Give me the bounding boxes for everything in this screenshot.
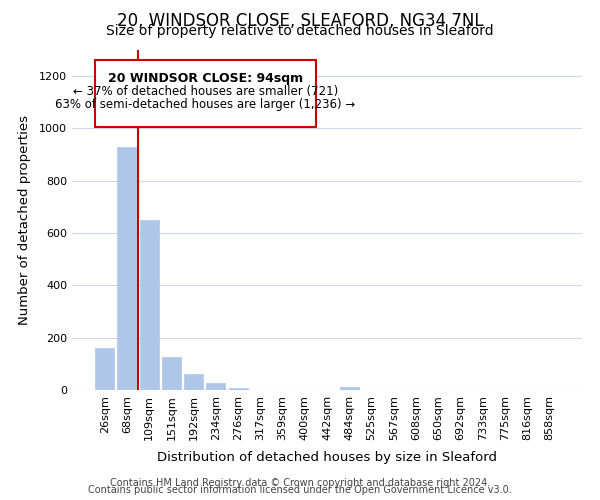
Text: 20, WINDSOR CLOSE, SLEAFORD, NG34 7NL: 20, WINDSOR CLOSE, SLEAFORD, NG34 7NL: [116, 12, 484, 30]
Text: Size of property relative to detached houses in Sleaford: Size of property relative to detached ho…: [106, 24, 494, 38]
FancyBboxPatch shape: [95, 60, 316, 127]
Text: ← 37% of detached houses are smaller (721): ← 37% of detached houses are smaller (72…: [73, 86, 338, 98]
Text: 63% of semi-detached houses are larger (1,236) →: 63% of semi-detached houses are larger (…: [55, 98, 355, 112]
Bar: [118, 147, 136, 390]
Bar: [184, 374, 203, 390]
Bar: [340, 388, 359, 390]
Bar: [140, 220, 158, 390]
Text: 20 WINDSOR CLOSE: 94sqm: 20 WINDSOR CLOSE: 94sqm: [107, 72, 303, 85]
Text: Contains HM Land Registry data © Crown copyright and database right 2024.: Contains HM Land Registry data © Crown c…: [110, 478, 490, 488]
Bar: [95, 348, 114, 390]
Text: Contains public sector information licensed under the Open Government Licence v3: Contains public sector information licen…: [88, 485, 512, 495]
X-axis label: Distribution of detached houses by size in Sleaford: Distribution of detached houses by size …: [157, 451, 497, 464]
Bar: [229, 388, 248, 390]
Bar: [206, 382, 225, 390]
Y-axis label: Number of detached properties: Number of detached properties: [17, 115, 31, 325]
Bar: [162, 358, 181, 390]
